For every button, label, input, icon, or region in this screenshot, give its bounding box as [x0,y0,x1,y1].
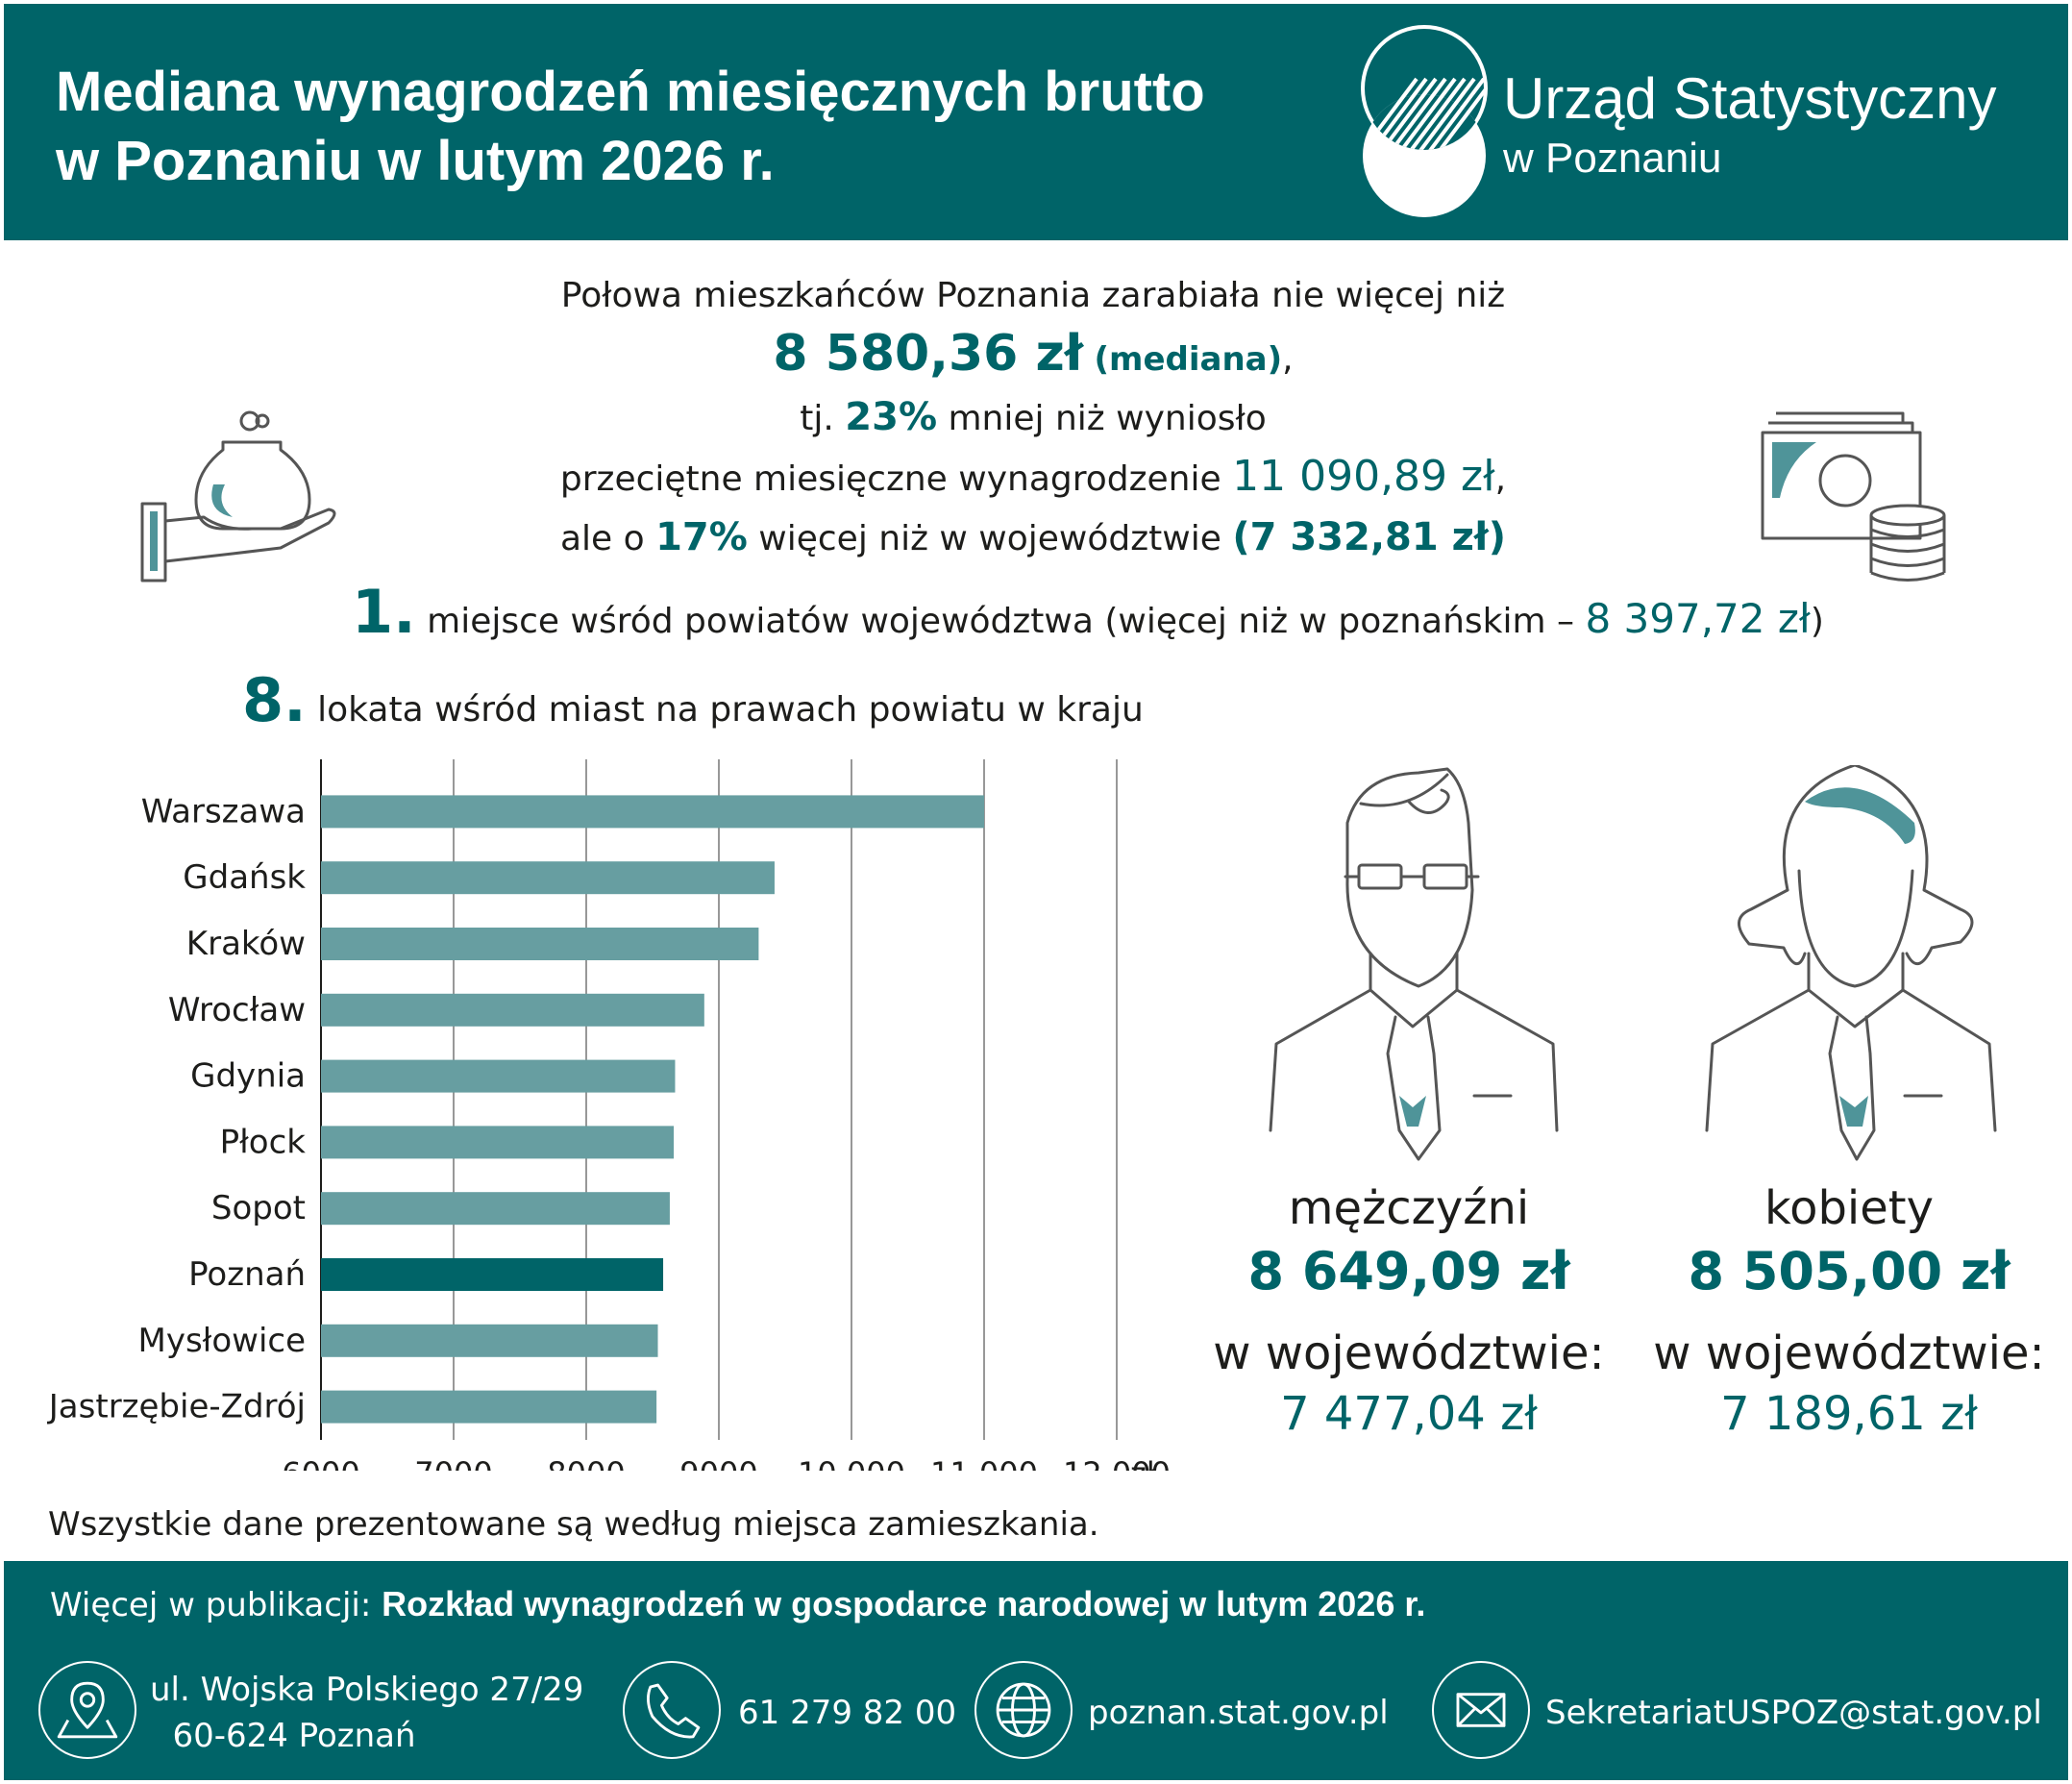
bar [321,795,984,829]
rank-cities-number: 8. [242,665,307,735]
phone-icon [623,1661,721,1759]
bar [321,1324,658,1357]
title-line-2: w Poznaniu w lutym 2026 r. [56,130,775,192]
men-stats: mężczyźni 8 649,09 zł w województwie: 7 … [1197,1178,1620,1444]
bar [321,1192,670,1226]
rank-county: 1. miejsce wśród powiatów województwa (w… [352,577,1824,647]
women-stats: kobiety 8 505,00 zł w województwie: 7 18… [1638,1178,2060,1444]
rank-cities-text: lokata wśród miast na prawach powiatu w … [317,690,1144,730]
x-tick-label: 10 000 [798,1455,905,1471]
pct-more-value: 17% [655,515,748,559]
woman-icon [1705,765,1997,1161]
publication-title-link[interactable]: Rozkład wynagrodzeń w gospodarce narodow… [382,1584,1426,1623]
men-region-value: 7 477,04 zł [1280,1387,1538,1441]
bar [321,1126,675,1159]
pct-less-value: 23% [845,395,938,439]
category-label: Jastrzębie-Zdrój [47,1388,306,1426]
intro-line-5: ale o 17% więcej niż w województwie (7 3… [432,508,1634,568]
category-label: Warszawa [141,792,306,830]
median-label: (mediana) [1094,340,1283,379]
office-logo-icon [1361,25,1488,217]
average-wage-value: 11 090,89 zł [1232,452,1495,501]
intro-text-3a: tj. [800,399,834,438]
x-tick-label: 11 000 [930,1455,1038,1471]
data-note: Wszystkie dane prezentowane są według mi… [48,1505,1099,1544]
intro-text-5b: więcej niż w województwie [758,519,1221,558]
intro-line-4: przeciętne miesięczne wynagrodzenie 11 0… [559,452,1507,501]
office-name: Urząd Statystyczny w Poznaniu [1503,65,1997,185]
intro-text-4a: przeciętne miesięczne wynagrodzenie [559,459,1221,499]
bar [321,1258,664,1291]
rank-county-value: 8 397,72 zł [1585,595,1811,642]
women-amount: 8 505,00 zł [1688,1241,2010,1301]
x-tick-label: 7000 [414,1455,492,1471]
intro-text: Połowa mieszkańców Poznania zarabiała ni… [432,267,1634,568]
x-axis-unit: zł [1130,1455,1156,1471]
intro-line-2: 8 580,36 zł (mediana), [773,325,1294,383]
median-value: 8 580,36 zł [773,325,1084,383]
address-line-2: 60-624 Poznań [172,1717,416,1755]
intro-text-1: Połowa mieszkańców Poznania zarabiała ni… [560,276,1506,315]
x-tick-label: 9000 [679,1455,757,1471]
header-banner: Mediana wynagrodzeń miesięcznych brutto … [4,4,2068,240]
banknotes-and-coins-icon [1761,411,1946,582]
title-line-1: Mediana wynagrodzeń miesięcznych brutto [56,61,1205,123]
women-region-label: w województwie: [1653,1326,2045,1380]
men-amount: 8 649,09 zł [1247,1241,1570,1301]
rank-county-number: 1. [352,577,416,647]
hand-with-purse-icon [140,410,336,582]
envelope-icon [1432,1661,1530,1759]
x-tick-label: 12 000 [1063,1455,1171,1471]
phone-number-link[interactable]: 61 279 82 00 [738,1694,957,1732]
rank-cities: 8. lokata wśród miast na prawach powiatu… [242,665,1144,735]
category-label: Sopot [211,1189,306,1227]
category-label: Kraków [186,925,306,963]
address-line-1: ul. Wojska Polskiego 27/29 [150,1671,584,1709]
intro-text-5a: ale o [559,519,645,558]
women-region-value: 7 189,61 zł [1720,1387,1978,1441]
rank-county-close: ) [1810,602,1824,641]
bar [321,1059,676,1093]
publication-reference: Więcej w publikacji: Rozkład wynagrodzeń… [50,1584,1425,1624]
intro-line-1: Połowa mieszkańców Poznania zarabiała ni… [432,267,1634,325]
category-label: Płock [220,1123,307,1161]
page-title: Mediana wynagrodzeń miesięcznych brutto … [56,58,1205,196]
men-label: mężczyźni [1288,1181,1530,1235]
intro-text-3b: mniej niż wyniosło [948,399,1267,438]
bar [321,993,704,1027]
category-label: Gdynia [190,1057,306,1096]
bar [321,928,759,960]
category-label: Mysłowice [138,1322,307,1360]
address: ul. Wojska Polskiego 27/29 60-624 Poznań [150,1667,584,1759]
city-median-bar-chart: 6000 7000 8000 9000 10 000 11 000 12 000zł Wars… [47,759,1171,1471]
category-label: Poznań [188,1255,306,1294]
intro-line-3: tj. 23% mniej niż wyniosło [432,388,1634,448]
rank-county-text: miejsce wśród powiatów województwa (więc… [427,602,1575,641]
footer: Więcej w publikacji: Rozkład wynagrodzeń… [4,1561,2068,1780]
website-link[interactable]: poznan.stat.gov.pl [1088,1694,1389,1732]
category-label: Gdańsk [183,858,306,897]
globe-icon [974,1661,1073,1759]
email-link[interactable]: SekretariatUSPOZ@stat.gov.pl [1545,1694,2042,1732]
x-tick-label: 6000 [282,1455,359,1471]
office-name-line-2: w Poznaniu [1503,135,1722,182]
voivodeship-value: (7 332,81 zł) [1232,515,1507,559]
category-label: Wrocław [168,991,306,1029]
men-region-label: w województwie: [1213,1326,1605,1380]
bar [321,1390,657,1424]
bar [321,861,775,895]
man-icon [1269,767,1559,1161]
publication-prefix: Więcej w publikacji: [50,1586,372,1624]
office-name-line-1: Urząd Statystyczny [1503,66,1997,131]
location-pin-icon [38,1661,136,1759]
women-label: kobiety [1764,1181,1934,1235]
x-tick-label: 8000 [547,1455,625,1471]
